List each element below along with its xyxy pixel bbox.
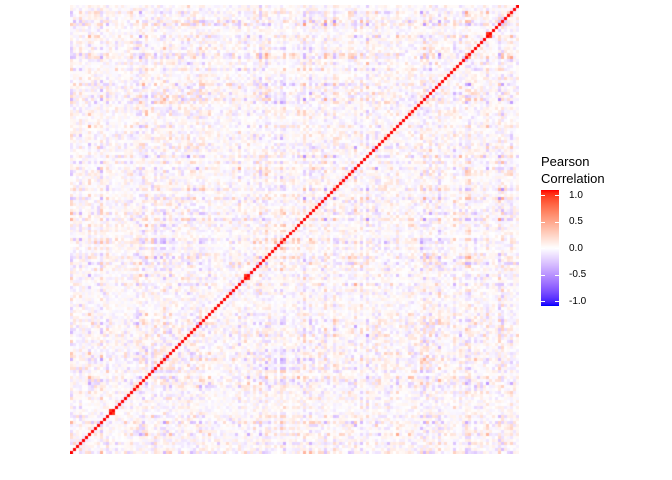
legend-colorbar bbox=[541, 190, 559, 306]
legend-tick-label: 0.5 bbox=[569, 216, 583, 227]
colorbar-tick-mark bbox=[541, 301, 559, 302]
legend-tick-label: -0.5 bbox=[569, 269, 587, 280]
legend-title: Pearson Correlation bbox=[541, 154, 605, 186]
legend-tick-label: 0.0 bbox=[569, 243, 583, 254]
legend-tick-label: 1.0 bbox=[569, 190, 583, 201]
correlation-heatmap bbox=[70, 5, 519, 454]
colorbar-tick-mark bbox=[541, 222, 559, 223]
colorbar-gradient bbox=[541, 190, 559, 306]
legend: Pearson Correlation 1.0 0.5 0.0 -0.5 -1.… bbox=[538, 150, 672, 335]
legend-tick-label: -1.0 bbox=[569, 296, 587, 307]
colorbar-tick-mark bbox=[541, 248, 559, 249]
colorbar-tick-mark bbox=[541, 195, 559, 196]
colorbar-tick-mark bbox=[541, 275, 559, 276]
